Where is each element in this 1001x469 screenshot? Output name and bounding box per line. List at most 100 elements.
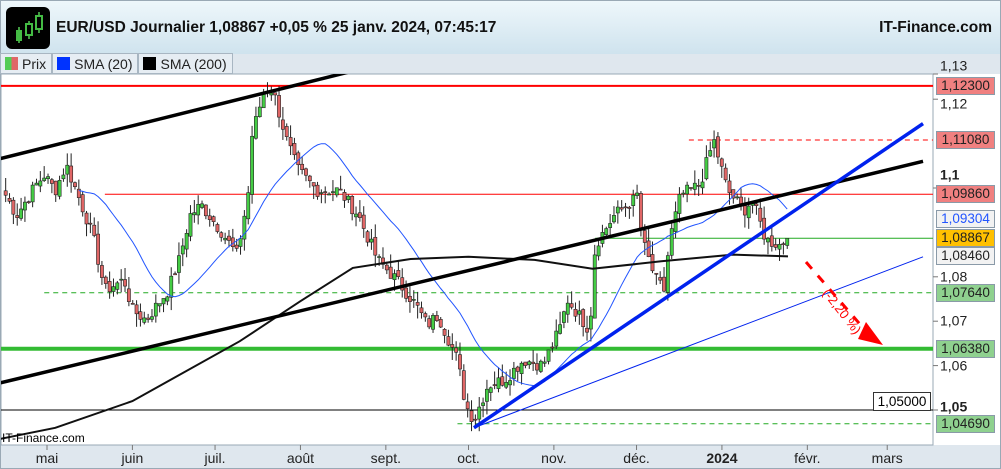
candle xyxy=(53,180,58,196)
candle xyxy=(357,212,362,218)
candle xyxy=(26,201,31,203)
candle xyxy=(685,184,690,195)
candle xyxy=(592,254,597,319)
candle xyxy=(96,233,100,265)
candle xyxy=(431,315,435,330)
candle xyxy=(777,244,782,250)
trendline xyxy=(473,122,925,430)
y-tick-label: 1,12 xyxy=(940,95,968,112)
candle xyxy=(696,185,701,187)
candle xyxy=(519,362,524,374)
candle xyxy=(350,196,355,215)
candle xyxy=(531,361,536,364)
candle xyxy=(323,191,328,193)
candle xyxy=(588,315,593,330)
candle xyxy=(565,302,570,315)
candle xyxy=(215,224,220,232)
candle xyxy=(723,167,728,181)
candle xyxy=(280,119,285,130)
candle xyxy=(700,181,705,189)
plot-layer: (-2,20 %) xyxy=(1,74,933,440)
price-label-1,09860: 1,09860 xyxy=(936,185,995,204)
candle xyxy=(200,203,204,208)
price-label-1,07640: 1,07640 xyxy=(936,283,995,302)
candle xyxy=(188,213,193,237)
x-tick-label: déc. xyxy=(623,450,650,466)
legend-label: SMA (20) xyxy=(74,55,133,72)
candle xyxy=(438,319,443,328)
candle xyxy=(254,116,258,139)
candle xyxy=(458,354,462,370)
candle xyxy=(612,215,616,223)
trendline xyxy=(473,256,924,429)
chart-title: EUR/USD Journalier 1,08867 +0,05 % 25 ja… xyxy=(56,19,497,36)
candle xyxy=(408,295,412,302)
candle xyxy=(142,317,147,323)
candle xyxy=(785,238,790,246)
legend-label: SMA (200) xyxy=(160,55,227,72)
candle xyxy=(88,222,93,225)
candle xyxy=(727,180,732,193)
candle xyxy=(203,204,208,217)
candle xyxy=(134,304,139,315)
candle xyxy=(635,192,639,196)
candle xyxy=(238,238,243,247)
legend-item-prix[interactable]: Prix xyxy=(0,53,53,74)
candle xyxy=(126,288,131,302)
candle xyxy=(157,303,162,307)
y-tick-label: 1,07 xyxy=(940,312,968,329)
candle xyxy=(288,137,293,147)
legend-item-sma200[interactable]: SMA (200) xyxy=(138,53,233,74)
candle xyxy=(15,215,20,218)
candle xyxy=(3,190,8,196)
candle xyxy=(496,377,501,389)
candle xyxy=(427,318,432,328)
candle xyxy=(542,361,547,364)
candle xyxy=(746,205,751,219)
candle xyxy=(527,361,532,366)
candle xyxy=(311,182,316,187)
candle xyxy=(76,188,81,199)
candle xyxy=(504,382,509,388)
candle xyxy=(558,324,562,334)
candle xyxy=(361,214,366,229)
y-tick-label: 1,13 xyxy=(940,57,968,74)
candle xyxy=(669,228,674,256)
x-tick-label: juin xyxy=(121,450,144,466)
candle xyxy=(211,216,216,222)
x-tick-label: sept. xyxy=(370,450,402,466)
candle xyxy=(138,311,143,320)
candle xyxy=(562,311,566,323)
candle xyxy=(604,228,609,235)
candle xyxy=(331,191,335,193)
candle xyxy=(150,316,154,320)
legend-swatch xyxy=(143,57,157,70)
candle xyxy=(639,193,643,231)
candle xyxy=(184,233,189,250)
y-tick-label: 1,05 xyxy=(940,398,968,415)
candle xyxy=(57,180,62,197)
candle xyxy=(488,387,493,393)
candle xyxy=(538,360,543,372)
candlestick-chart-icon xyxy=(6,7,50,49)
candle xyxy=(758,207,763,222)
candle xyxy=(196,203,201,216)
candle xyxy=(73,182,77,188)
candle xyxy=(434,315,439,321)
candle xyxy=(585,327,589,333)
x-tick-label: nov. xyxy=(541,450,567,466)
candle xyxy=(423,313,428,318)
x-tick-label: juil. xyxy=(204,450,226,466)
legend-item-sma20[interactable]: SMA (20) xyxy=(52,53,139,74)
candle xyxy=(19,208,23,219)
candle xyxy=(766,237,770,243)
candle xyxy=(192,212,197,216)
candle xyxy=(535,363,539,371)
candle xyxy=(515,366,520,372)
candle xyxy=(130,303,135,305)
candle xyxy=(773,244,778,248)
candle xyxy=(65,164,70,175)
candle xyxy=(11,199,16,215)
candle xyxy=(250,135,254,195)
